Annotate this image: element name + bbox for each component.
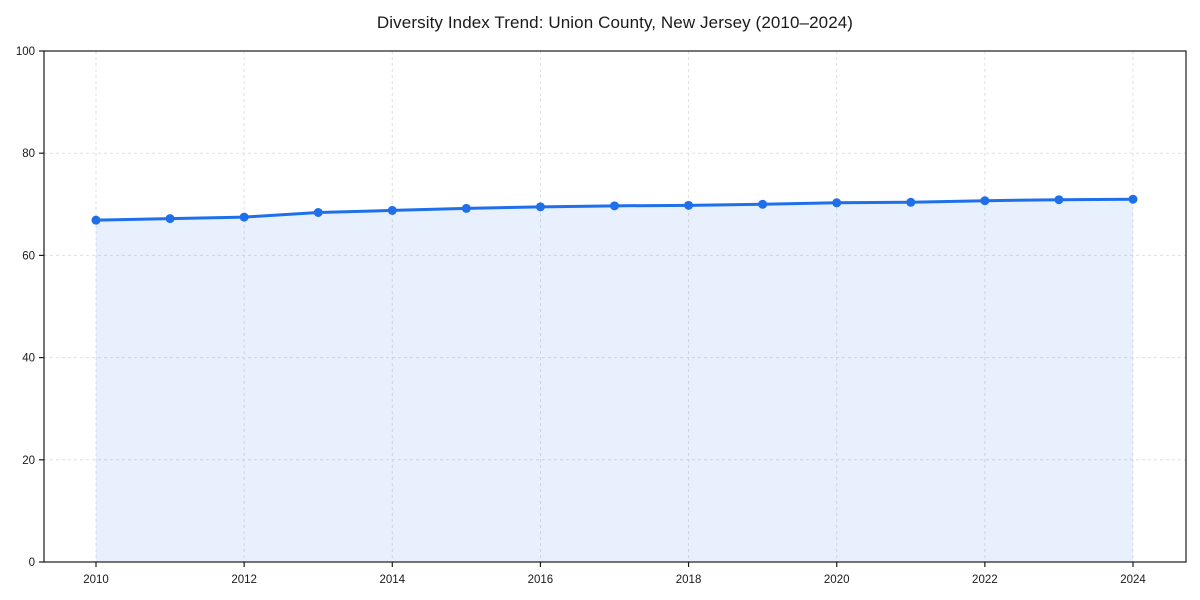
data-point xyxy=(906,197,916,207)
x-tick-label: 2018 xyxy=(676,574,702,586)
x-tick-label: 2016 xyxy=(528,574,554,586)
plot-frame xyxy=(43,50,1187,563)
data-point xyxy=(1054,195,1064,205)
data-point xyxy=(610,201,619,211)
series-area xyxy=(96,199,1133,562)
data-point xyxy=(1128,194,1138,204)
data-point xyxy=(980,196,990,206)
data-point xyxy=(535,202,545,212)
x-tick-label: 2012 xyxy=(231,574,257,586)
data-point xyxy=(461,203,471,213)
data-point xyxy=(758,199,768,209)
data-point xyxy=(239,212,249,222)
data-point xyxy=(313,207,323,217)
chart-title: Diversity Index Trend: Union County, New… xyxy=(376,13,854,32)
data-point xyxy=(684,200,694,210)
y-tick-label: 20 xyxy=(22,455,35,467)
x-tick-label: 2020 xyxy=(824,574,850,586)
data-point xyxy=(387,205,397,215)
y-tick-label: 60 xyxy=(22,250,35,262)
x-tick-label: 2024 xyxy=(1120,574,1146,586)
data-point xyxy=(832,198,842,208)
x-tick-label: 2022 xyxy=(972,574,998,586)
y-tick-label: 100 xyxy=(16,46,35,58)
data-point xyxy=(91,215,101,225)
y-tick-label: 40 xyxy=(22,353,35,365)
y-tick-label: 80 xyxy=(22,148,35,160)
x-tick-label: 2010 xyxy=(83,574,109,586)
y-tick-label: 0 xyxy=(29,557,35,569)
x-tick-label: 2014 xyxy=(379,574,405,586)
data-point xyxy=(165,214,175,224)
